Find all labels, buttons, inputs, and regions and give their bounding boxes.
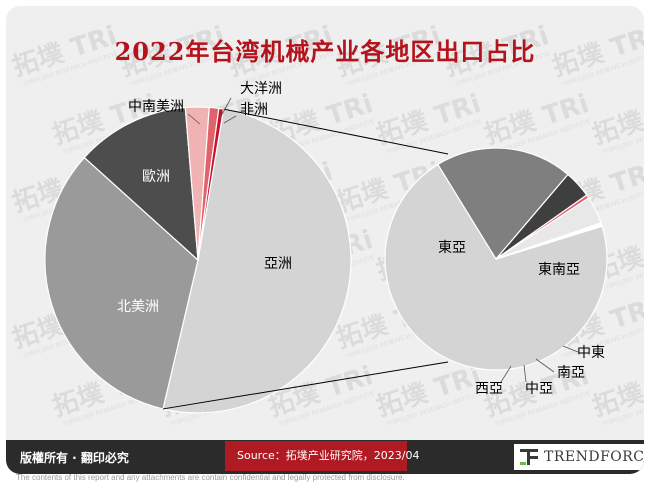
main-pie-slice [83, 106, 199, 262]
main-pie-slice [162, 108, 352, 414]
trendforce-logo-text: TRENDFORCE [544, 449, 644, 465]
connector-line [223, 108, 449, 155]
slice-label: 中南美洲 [128, 99, 184, 115]
chart-card: 拓墣 TRi TOPOLOGY RESEARCH INSTITUTE 拓墣 TRi T… [6, 6, 644, 474]
slice-label: 東南亞 [538, 262, 580, 278]
secondary-pie-slice [437, 147, 569, 261]
slice-label: 西亞 [475, 381, 503, 397]
footer-bar: 版權所有 · 翻印必究 Source：拓墣产业研究院，2023/04 TREND… [6, 440, 644, 474]
secondary-pie-slice [495, 222, 603, 260]
leader-line [187, 113, 201, 125]
secondary-pie-slice [384, 163, 608, 371]
main-pie-slice [44, 156, 199, 410]
leader-line [562, 345, 579, 353]
connector-line [162, 361, 449, 410]
slice-label: 東亞 [438, 240, 466, 256]
source-label: Source：拓墣产业研究院，2023/04 [225, 441, 419, 471]
leader-line [500, 365, 512, 383]
leader-line [218, 97, 232, 121]
slice-label: 中亞 [525, 381, 553, 397]
trendforce-logo-icon [520, 449, 538, 465]
leader-line [223, 115, 237, 124]
slice-label: 中東 [577, 345, 605, 361]
leader-line [523, 364, 527, 383]
slice-label: 非洲 [240, 102, 268, 118]
slice-label: 北美洲 [117, 299, 159, 315]
copyright-text: 版權所有 · 翻印必究 [20, 451, 129, 465]
slice-label: 南亞 [557, 365, 585, 381]
chart-title: 2022年台湾机械产业各地区出口占比 [114, 37, 536, 66]
slice-label: 大洋洲 [240, 81, 282, 97]
leader-line [535, 358, 555, 373]
disclaimer-text: The contents of this report and any atta… [16, 473, 405, 482]
main-pie-slice [197, 107, 225, 261]
slice-label: 歐洲 [142, 169, 170, 185]
slice-label: 亞洲 [264, 256, 292, 272]
trendforce-logo: TRENDFORCE [514, 444, 644, 470]
